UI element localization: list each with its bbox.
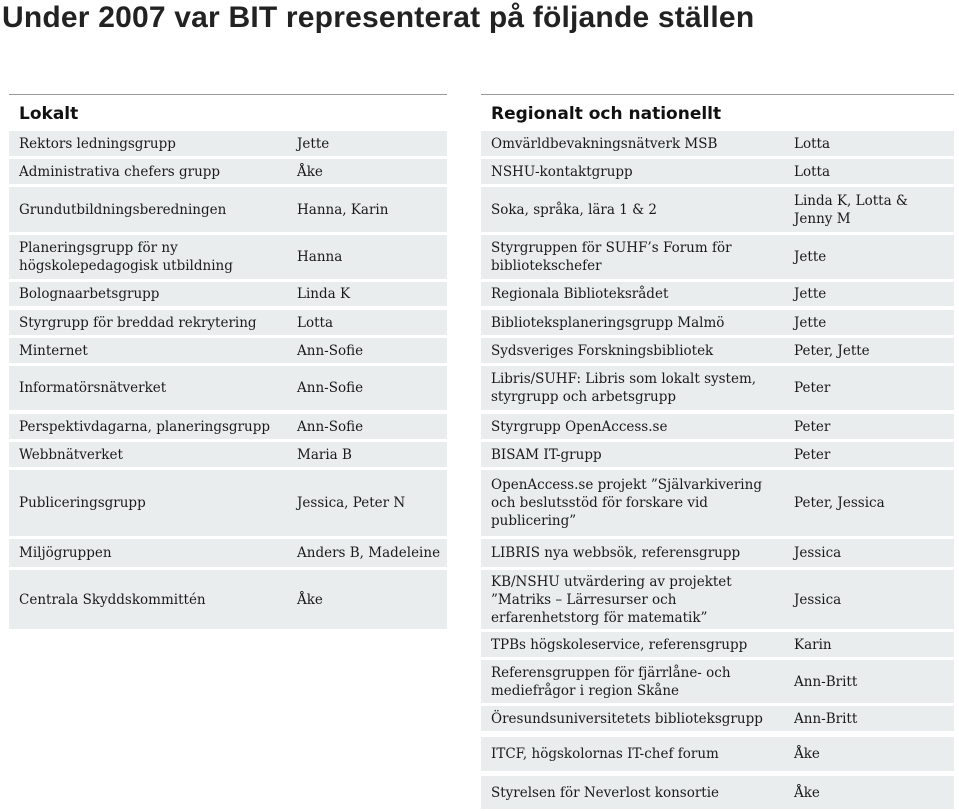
committee-name: Informatörsnätverket <box>19 380 167 396</box>
table-row: Regionala Biblioteksrådet Jette <box>481 282 954 306</box>
committee-name: Omvärldbevakningsnätverk MSB <box>491 135 718 152</box>
committee-name: Bolognaarbetsgrupp <box>19 286 160 302</box>
table-row: Grundutbildningsberedningen Hanna, Karin <box>9 187 447 232</box>
committee-name: Perspektivdagarna, planeringsgrupp <box>19 418 270 435</box>
divider-left <box>9 94 447 95</box>
committee-name: Administrativa chefers grupp <box>19 163 221 180</box>
representative: Ann-Sofie <box>297 418 364 435</box>
representative: Ann-Sofie <box>297 380 364 396</box>
representative: Lotta <box>794 163 830 180</box>
representative: Ann-Britt <box>794 673 858 690</box>
representative: Jette <box>794 314 827 331</box>
table-row: Centrala Skyddskommittén Åke <box>9 570 447 629</box>
representative: Peter <box>794 418 831 435</box>
table-row: Bolognaarbetsgrupp Linda K <box>9 282 447 306</box>
representative: Peter, Jessica <box>794 495 885 511</box>
representative: Maria B <box>297 446 352 463</box>
representative: Jessica <box>794 545 842 561</box>
table-row: Rektors ledningsgrupp Jette <box>9 131 447 156</box>
representative: Peter, Jette <box>794 342 870 359</box>
table-row: OpenAccess.se projekt ”Självarkivering o… <box>481 470 954 536</box>
representative: Ann-Sofie <box>297 342 364 359</box>
heading-regional: Regionalt och nationellt <box>491 104 722 124</box>
representative: Åke <box>297 163 323 180</box>
table-row: LIBRIS nya webbsök, referensgrupp Jessica <box>481 539 954 567</box>
table-row: BISAM IT-grupp Peter <box>481 442 954 467</box>
representative: Jessica <box>794 591 842 608</box>
committee-name: Planeringsgrupp för ny högskolepedagogis… <box>19 240 233 274</box>
committee-name: NSHU-kontaktgrupp <box>491 163 633 180</box>
representative: Hanna, Karin <box>297 201 389 218</box>
committee-name: ITCF, högskolornas IT-chef forum <box>491 746 719 762</box>
table-row: NSHU-kontaktgrupp Lotta <box>481 159 954 184</box>
representative: Lotta <box>297 314 333 331</box>
table-row: Administrativa chefers grupp Åke <box>9 159 447 184</box>
representative: Linda K <box>297 286 351 302</box>
heading-local: Lokalt <box>19 104 79 124</box>
representative: Peter <box>794 380 831 396</box>
representative: Jette <box>794 286 827 302</box>
committee-name: Publiceringsgrupp <box>19 495 146 511</box>
table-row: KB/NSHU utvärdering av projektet ”Matrik… <box>481 570 954 629</box>
representative: Anders B, Madeleine <box>297 545 441 561</box>
representative: Jette <box>794 249 827 265</box>
table-row: Publiceringsgrupp Jessica, Peter N <box>9 470 447 536</box>
committee-name: Regionala Biblioteksrådet <box>491 286 669 302</box>
table-row: Styrgrupp för breddad rekrytering Lotta <box>9 310 447 335</box>
committee-name: Biblioteksplaneringsgrupp Malmö <box>491 314 725 331</box>
table-row: Webbnätverket Maria B <box>9 442 447 467</box>
page-title: Under 2007 var BIT representerat på följ… <box>2 1 755 34</box>
table-row: ITCF, högskolornas IT-chef forum Åke <box>481 737 954 771</box>
committee-name: Soka, språka, lära 1 & 2 <box>491 201 658 218</box>
table-row: Planeringsgrupp för ny högskolepedagogis… <box>9 235 447 279</box>
table-row: Libris/SUHF: Libris som lokalt system, s… <box>481 366 954 410</box>
committee-name: Styrelsen för Neverlost konsortie <box>491 784 720 801</box>
representative: Linda K, Lotta & Jenny M <box>794 192 908 227</box>
committee-name: Libris/SUHF: Libris som lokalt system, s… <box>491 371 757 405</box>
table-row: Biblioteksplaneringsgrupp Malmö Jette <box>481 310 954 335</box>
table-row: Minternet Ann-Sofie <box>9 338 447 363</box>
table-row: Styrelsen för Neverlost konsortie Åke <box>481 776 954 809</box>
committee-name: Sydsveriges Forskningsbibliotek <box>491 342 714 359</box>
committee-name: Styrgrupp OpenAccess.se <box>491 418 668 435</box>
table-row: Referensgruppen för fjärrlåne- och medie… <box>481 660 954 703</box>
representative: Jessica, Peter N <box>297 495 406 511</box>
representative: Åke <box>794 746 820 762</box>
representative: Peter <box>794 446 831 463</box>
divider-right <box>481 94 954 95</box>
committee-name: Öresundsuniversitetets biblioteksgrupp <box>491 710 763 727</box>
committee-name: Rektors ledningsgrupp <box>19 135 176 152</box>
table-row: Soka, språka, lära 1 & 2 Linda K, Lotta &… <box>481 187 954 232</box>
representative: Hanna <box>297 249 343 265</box>
committee-name: KB/NSHU utvärdering av projektet ”Matrik… <box>491 573 732 626</box>
table-row: Omvärldbevakningsnätverk MSB Lotta <box>481 131 954 156</box>
committee-name: TPBs högskoleservice, referensgrupp <box>491 636 748 653</box>
representative: Åke <box>297 591 323 608</box>
committee-name: Minternet <box>19 342 88 359</box>
representative: Åke <box>794 784 820 801</box>
representative: Ann-Britt <box>794 710 858 727</box>
committee-name: Styrgrupp för breddad rekrytering <box>19 314 257 331</box>
table-row: TPBs högskoleservice, referensgrupp Karin <box>481 632 954 657</box>
representative: Lotta <box>794 135 830 152</box>
committee-name: OpenAccess.se projekt ”Självarkivering o… <box>491 477 762 529</box>
committee-name: Styrgruppen för SUHF’s Forum för bibliot… <box>491 240 732 274</box>
table-row: Sydsveriges Forskningsbibliotek Peter, Je… <box>481 338 954 363</box>
representative: Karin <box>794 636 832 653</box>
table-row: Öresundsuniversitetets biblioteksgrupp An… <box>481 706 954 731</box>
committee-name: Referensgruppen för fjärrlåne- och medie… <box>491 664 731 699</box>
table-row: Miljögruppen Anders B, Madeleine <box>9 539 447 567</box>
committee-name: BISAM IT-grupp <box>491 446 602 463</box>
table-row: Styrgruppen för SUHF’s Forum för bibliot… <box>481 235 954 279</box>
table-row: Styrgrupp OpenAccess.se Peter <box>481 414 954 439</box>
committee-name: Webbnätverket <box>19 446 123 463</box>
table-row: Perspektivdagarna, planeringsgrupp Ann-So… <box>9 414 447 439</box>
committee-name: Grundutbildningsberedningen <box>19 201 227 218</box>
committee-name: LIBRIS nya webbsök, referensgrupp <box>491 545 741 561</box>
committee-name: Miljögruppen <box>19 545 112 561</box>
representative: Jette <box>297 135 330 152</box>
committee-name: Centrala Skyddskommittén <box>19 591 206 608</box>
table-row: Informatörsnätverket Ann-Sofie <box>9 366 447 410</box>
